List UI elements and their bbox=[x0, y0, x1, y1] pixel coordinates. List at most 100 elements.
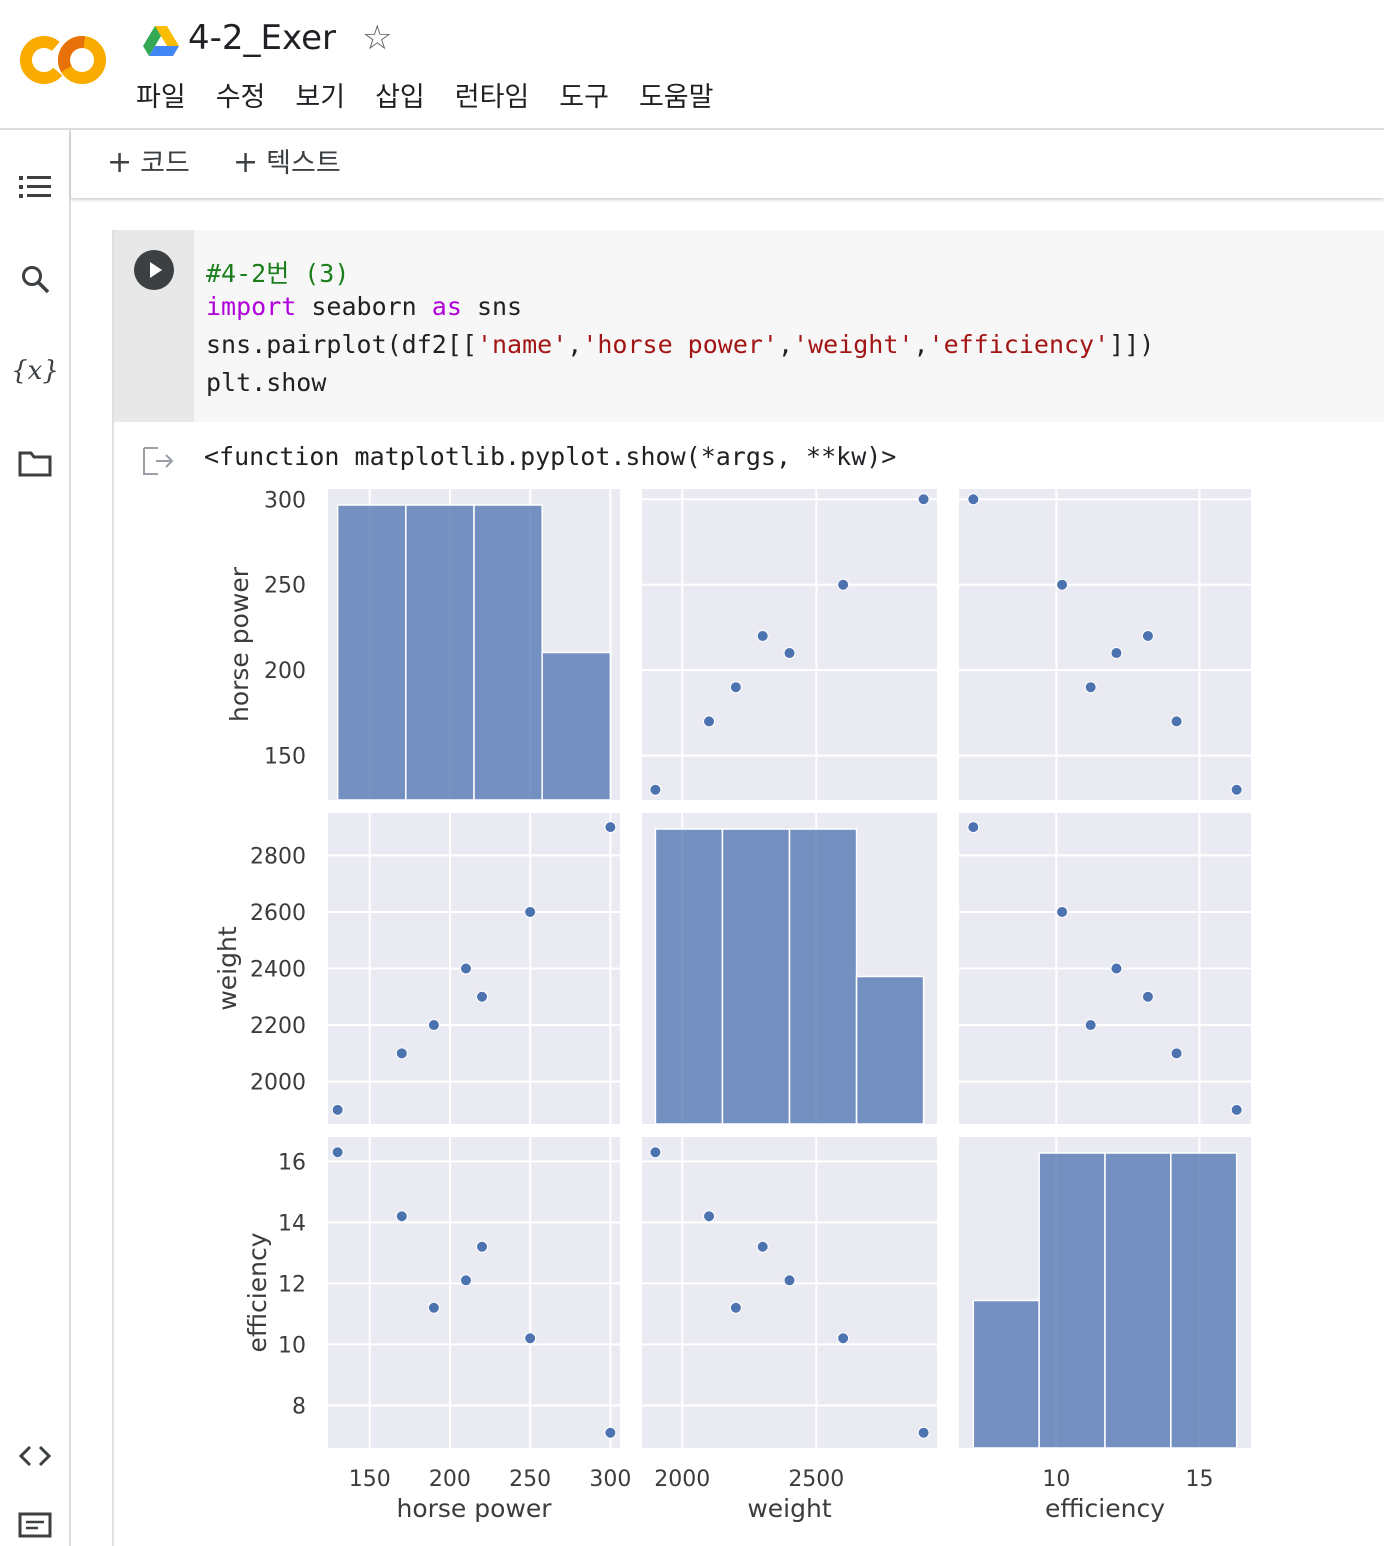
scatter-point bbox=[604, 1426, 617, 1439]
menu-insert[interactable]: 삽입 bbox=[375, 82, 425, 113]
scatter-point bbox=[917, 1426, 930, 1439]
y-tick-label: 2200 bbox=[250, 1014, 306, 1039]
y-tick-label: 2400 bbox=[250, 958, 306, 983]
code-editor[interactable]: #4-2번 (3) import seaborn as sns sns.pairpl… bbox=[194, 230, 1384, 422]
google-drive-icon[interactable] bbox=[143, 24, 179, 56]
scatter-point bbox=[1110, 647, 1123, 660]
code-cell[interactable]: #4-2번 (3) import seaborn as sns sns.pairpl… bbox=[112, 230, 1384, 1546]
colab-logo[interactable] bbox=[20, 30, 106, 90]
add-code-button[interactable]: + 코드 bbox=[107, 144, 190, 183]
scatter-point bbox=[783, 647, 796, 660]
scatter-point bbox=[649, 1146, 662, 1159]
scatter-point bbox=[756, 1240, 769, 1253]
histogram-bar bbox=[788, 828, 858, 1125]
add-text-button[interactable]: + 텍스트 bbox=[233, 144, 341, 183]
histogram-bar bbox=[855, 975, 925, 1125]
y-axis-label: efficiency bbox=[243, 1232, 272, 1352]
y-tick-label: 300 bbox=[264, 488, 306, 513]
scatter-point bbox=[1084, 681, 1097, 694]
scatter-point bbox=[604, 821, 617, 834]
histogram-bar bbox=[336, 504, 407, 801]
scatter-point bbox=[1230, 783, 1243, 796]
notebook-title[interactable]: 4-2_Exer bbox=[188, 18, 336, 58]
x-axis-label: efficiency bbox=[1045, 1494, 1165, 1523]
x-tick-label: 200 bbox=[429, 1467, 471, 1492]
variables-icon[interactable]: {x} bbox=[11, 356, 59, 386]
scatter-point bbox=[331, 1146, 344, 1159]
add-code-label: 코드 bbox=[140, 148, 190, 179]
histogram-bar bbox=[405, 504, 475, 801]
menu-tools[interactable]: 도구 bbox=[559, 82, 609, 113]
scatter-point bbox=[331, 1103, 344, 1116]
scatter-point bbox=[476, 990, 489, 1003]
x-tick-label: 10 bbox=[1042, 1467, 1070, 1492]
y-axis-label: horse power bbox=[225, 566, 254, 722]
scatter-point bbox=[783, 1274, 796, 1287]
y-tick-label: 14 bbox=[278, 1211, 306, 1236]
x-tick-label: 2000 bbox=[654, 1467, 710, 1492]
x-tick-label: 300 bbox=[589, 1467, 631, 1492]
scatter-point bbox=[967, 821, 980, 834]
scatter-point bbox=[837, 1332, 850, 1345]
run-cell-button[interactable] bbox=[134, 250, 174, 290]
histogram-bar bbox=[1104, 1152, 1172, 1449]
add-text-label: 텍스트 bbox=[266, 148, 341, 179]
scatter-point bbox=[703, 1210, 716, 1223]
histogram-bar bbox=[654, 828, 724, 1125]
scatter-point bbox=[1170, 715, 1183, 728]
cell-gutter bbox=[114, 230, 194, 422]
menu-help[interactable]: 도움말 bbox=[638, 82, 714, 113]
subplot-background bbox=[642, 1137, 937, 1448]
scatter-point bbox=[967, 493, 980, 506]
left-sidebar: {x} bbox=[0, 130, 71, 1546]
y-tick-label: 2000 bbox=[250, 1071, 306, 1096]
subplot-background bbox=[642, 489, 937, 800]
scatter-point bbox=[524, 905, 537, 918]
y-tick-label: 10 bbox=[278, 1333, 306, 1358]
x-tick-label: 150 bbox=[349, 1467, 391, 1492]
code-line: sns.pairplot(df2[['name','horse power','… bbox=[206, 330, 1155, 359]
histogram-bar bbox=[721, 828, 791, 1125]
output-icon bbox=[143, 447, 174, 475]
histogram-bar bbox=[1170, 1152, 1238, 1449]
scatter-point bbox=[1056, 578, 1069, 591]
scatter-point bbox=[1141, 990, 1154, 1003]
search-icon[interactable] bbox=[14, 258, 56, 300]
subplot-background bbox=[959, 489, 1251, 800]
y-tick-label: 150 bbox=[264, 745, 306, 770]
menu-file[interactable]: 파일 bbox=[136, 82, 186, 113]
star-icon[interactable]: ☆ bbox=[362, 18, 393, 58]
subplot-background bbox=[328, 1137, 620, 1448]
scatter-point bbox=[427, 1019, 440, 1032]
scatter-point bbox=[1230, 1103, 1243, 1116]
scatter-point bbox=[1141, 629, 1154, 642]
folder-icon[interactable] bbox=[14, 442, 56, 484]
x-tick-label: 15 bbox=[1185, 1467, 1213, 1492]
x-tick-label: 250 bbox=[509, 1467, 551, 1492]
output-text: <function matplotlib.pyplot.show(*args, … bbox=[204, 442, 897, 471]
code-snippets-icon[interactable] bbox=[14, 1435, 56, 1477]
play-icon bbox=[150, 262, 162, 278]
code-line: #4-2번 (3) bbox=[206, 259, 350, 288]
scatter-point bbox=[837, 578, 850, 591]
terminal-icon[interactable] bbox=[14, 1504, 56, 1546]
scatter-point bbox=[459, 1274, 472, 1287]
menu-runtime[interactable]: 런타임 bbox=[454, 82, 530, 113]
scatter-point bbox=[395, 1047, 408, 1060]
scatter-point bbox=[427, 1301, 440, 1314]
y-tick-label: 250 bbox=[264, 574, 306, 599]
histogram-bar bbox=[473, 504, 543, 801]
menu-edit[interactable]: 수정 bbox=[215, 82, 266, 113]
x-axis-label: horse power bbox=[396, 1494, 552, 1523]
toc-icon[interactable] bbox=[14, 166, 56, 208]
y-tick-label: 8 bbox=[292, 1394, 306, 1419]
histogram-bar bbox=[1038, 1152, 1106, 1449]
histogram-bar bbox=[972, 1299, 1040, 1449]
scatter-point bbox=[917, 493, 930, 506]
header-bar: 4-2_Exer ☆ 파일 수정 보기 삽입 런타임 도구 도움말 bbox=[0, 0, 1384, 130]
scatter-point bbox=[1056, 905, 1069, 918]
scatter-point bbox=[729, 1301, 742, 1314]
scatter-point bbox=[1170, 1047, 1183, 1060]
menu-view[interactable]: 보기 bbox=[295, 82, 346, 113]
